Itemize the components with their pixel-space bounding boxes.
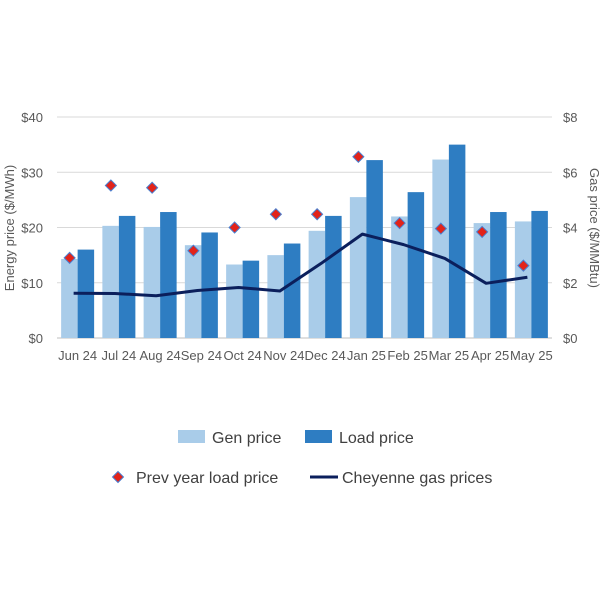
x-tick-label: Nov 24 (263, 348, 304, 363)
bar-load-price (284, 244, 301, 338)
bar-load-price (243, 261, 260, 338)
bar-load-price (366, 160, 383, 338)
bar-gen-price (309, 231, 326, 338)
legend: Gen price Load price Prev year load price C… (113, 430, 493, 487)
bar-gen-price (144, 227, 161, 338)
prev-year-marker (147, 182, 158, 193)
y-axis-right: $0 $2 $4 $6 $8 (563, 110, 577, 346)
legend-swatch-load-price (305, 430, 332, 443)
legend-label-prev-year: Prev year load price (136, 470, 278, 487)
x-tick-label: Apr 25 (471, 348, 509, 363)
legend-label-gen-price: Gen price (212, 430, 281, 447)
y-tick-label-left: $30 (21, 165, 43, 180)
bar-gen-price (226, 265, 243, 338)
legend-label-gas: Cheyenne gas prices (342, 470, 492, 487)
bar-load-price (490, 212, 507, 338)
prev-year-marker (105, 180, 116, 191)
y-tick-label-left: $20 (21, 221, 43, 236)
y-axis-left: $0 $10 $20 $30 $40 (21, 110, 43, 346)
prev-year-marker (229, 222, 240, 233)
bar-gen-price (350, 197, 367, 338)
y-tick-label-right: $4 (563, 221, 577, 236)
bars (61, 145, 548, 338)
y-tick-label-left: $0 (29, 331, 43, 346)
y-axis-title-right: Gas price ($/MMBtu) (587, 168, 600, 288)
x-tick-label: Jun 24 (58, 348, 97, 363)
x-tick-label: May 25 (510, 348, 553, 363)
bar-gen-price (102, 226, 119, 338)
prev-year-marker (353, 151, 364, 162)
legend-label-load-price: Load price (339, 430, 414, 447)
x-tick-label: Dec 24 (305, 348, 346, 363)
bar-load-price (531, 211, 548, 338)
x-tick-label: Mar 25 (429, 348, 469, 363)
x-tick-label: Feb 25 (387, 348, 427, 363)
bar-gen-price (432, 160, 449, 338)
x-axis: Jun 24 Jul 24 Aug 24 Sep 24 Oct 24 Nov 24 Dec … (58, 348, 553, 363)
x-tick-label: Jan 25 (347, 348, 386, 363)
bar-load-price (119, 216, 136, 338)
prev-year-marker (270, 209, 281, 220)
bar-gen-price (391, 216, 408, 338)
x-tick-label: Aug 24 (140, 348, 181, 363)
y-tick-label-left: $40 (21, 110, 43, 125)
bar-load-price (201, 232, 218, 338)
bar-load-price (160, 212, 177, 338)
x-tick-label: Jul 24 (102, 348, 137, 363)
x-tick-label: Sep 24 (181, 348, 222, 363)
y-tick-label-right: $8 (563, 110, 577, 125)
bar-gen-price (267, 255, 284, 338)
legend-swatch-prev-year (113, 472, 124, 483)
y-tick-label-right: $2 (563, 276, 577, 291)
bar-load-price (408, 192, 425, 338)
bar-load-price (325, 216, 342, 338)
y-tick-label-right: $6 (563, 165, 577, 180)
bar-gen-price (61, 259, 78, 338)
prev-year-marker (312, 209, 323, 220)
legend-swatch-gen-price (178, 430, 205, 443)
y-tick-label-left: $10 (21, 276, 43, 291)
x-tick-label: Oct 24 (223, 348, 261, 363)
y-axis-title-left: Energy price ($/MWh) (2, 165, 17, 291)
y-tick-label-right: $0 (563, 331, 577, 346)
bar-load-price (449, 145, 466, 338)
